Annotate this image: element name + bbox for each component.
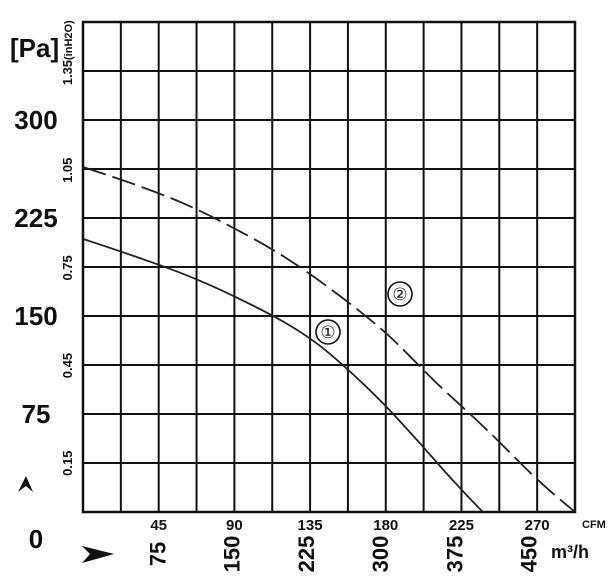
plot-frame bbox=[81, 20, 577, 514]
x-tick-cfm: 90 bbox=[226, 517, 243, 534]
x-tick-m3h: 300 bbox=[368, 536, 393, 573]
x-tick-cfm: 45 bbox=[150, 517, 167, 534]
y-axis-pa-ticks: 0 75 150 225 300 bbox=[14, 105, 57, 554]
series-2-curve bbox=[83, 166, 575, 512]
y-axis-unit-inh2o: (inH2O) bbox=[63, 20, 75, 60]
y-tick-inh2o: 0.45 bbox=[60, 353, 75, 378]
x-tick-m3h: 150 bbox=[220, 536, 245, 573]
y-tick-pa: 75 bbox=[22, 399, 51, 429]
x-tick-m3h: 450 bbox=[517, 536, 542, 573]
y-tick-pa: 300 bbox=[14, 105, 57, 135]
x-axis-arrow-icon bbox=[82, 546, 114, 563]
y-tick-pa: 225 bbox=[14, 203, 57, 233]
x-tick-cfm: 270 bbox=[525, 517, 550, 534]
y-tick-inh2o: 1.05 bbox=[60, 158, 75, 183]
x-tick-m3h: 225 bbox=[294, 536, 319, 573]
y-axis-arrow-icon bbox=[18, 476, 33, 492]
x-axis-cfm-ticks: 45 90 135 180 225 270 bbox=[150, 517, 549, 534]
x-tick-cfm: 225 bbox=[449, 517, 474, 534]
x-tick-cfm: 135 bbox=[298, 517, 323, 534]
x-tick-m3h: 75 bbox=[145, 542, 170, 566]
y-tick-pa: 150 bbox=[14, 301, 57, 331]
chart-grid bbox=[83, 22, 575, 512]
series-2-label: ② bbox=[387, 281, 413, 307]
y-tick-pa: 0 bbox=[29, 524, 43, 554]
y-tick-inh2o: 0.15 bbox=[60, 451, 75, 476]
y-tick-inh2o: 0.75 bbox=[60, 255, 75, 280]
series-1-curve bbox=[83, 238, 485, 512]
series-1-label: ① bbox=[315, 319, 341, 345]
x-tick-m3h: 375 bbox=[442, 536, 467, 573]
y-axis-inh2o-ticks: 0.15 0.45 0.75 1.05 1.35 bbox=[60, 60, 75, 476]
x-axis-unit-cfm: CFM bbox=[582, 519, 606, 531]
x-axis-unit-m3h: m³/h bbox=[551, 542, 589, 562]
y-tick-inh2o: 1.35 bbox=[60, 60, 75, 85]
svg-text:②: ② bbox=[392, 285, 407, 305]
svg-text:①: ① bbox=[320, 323, 335, 343]
x-axis-m3h-ticks: 75 150 225 300 375 450 bbox=[145, 536, 541, 573]
x-tick-cfm: 180 bbox=[373, 517, 398, 534]
y-axis-unit-pa: [Pa] bbox=[10, 33, 59, 63]
